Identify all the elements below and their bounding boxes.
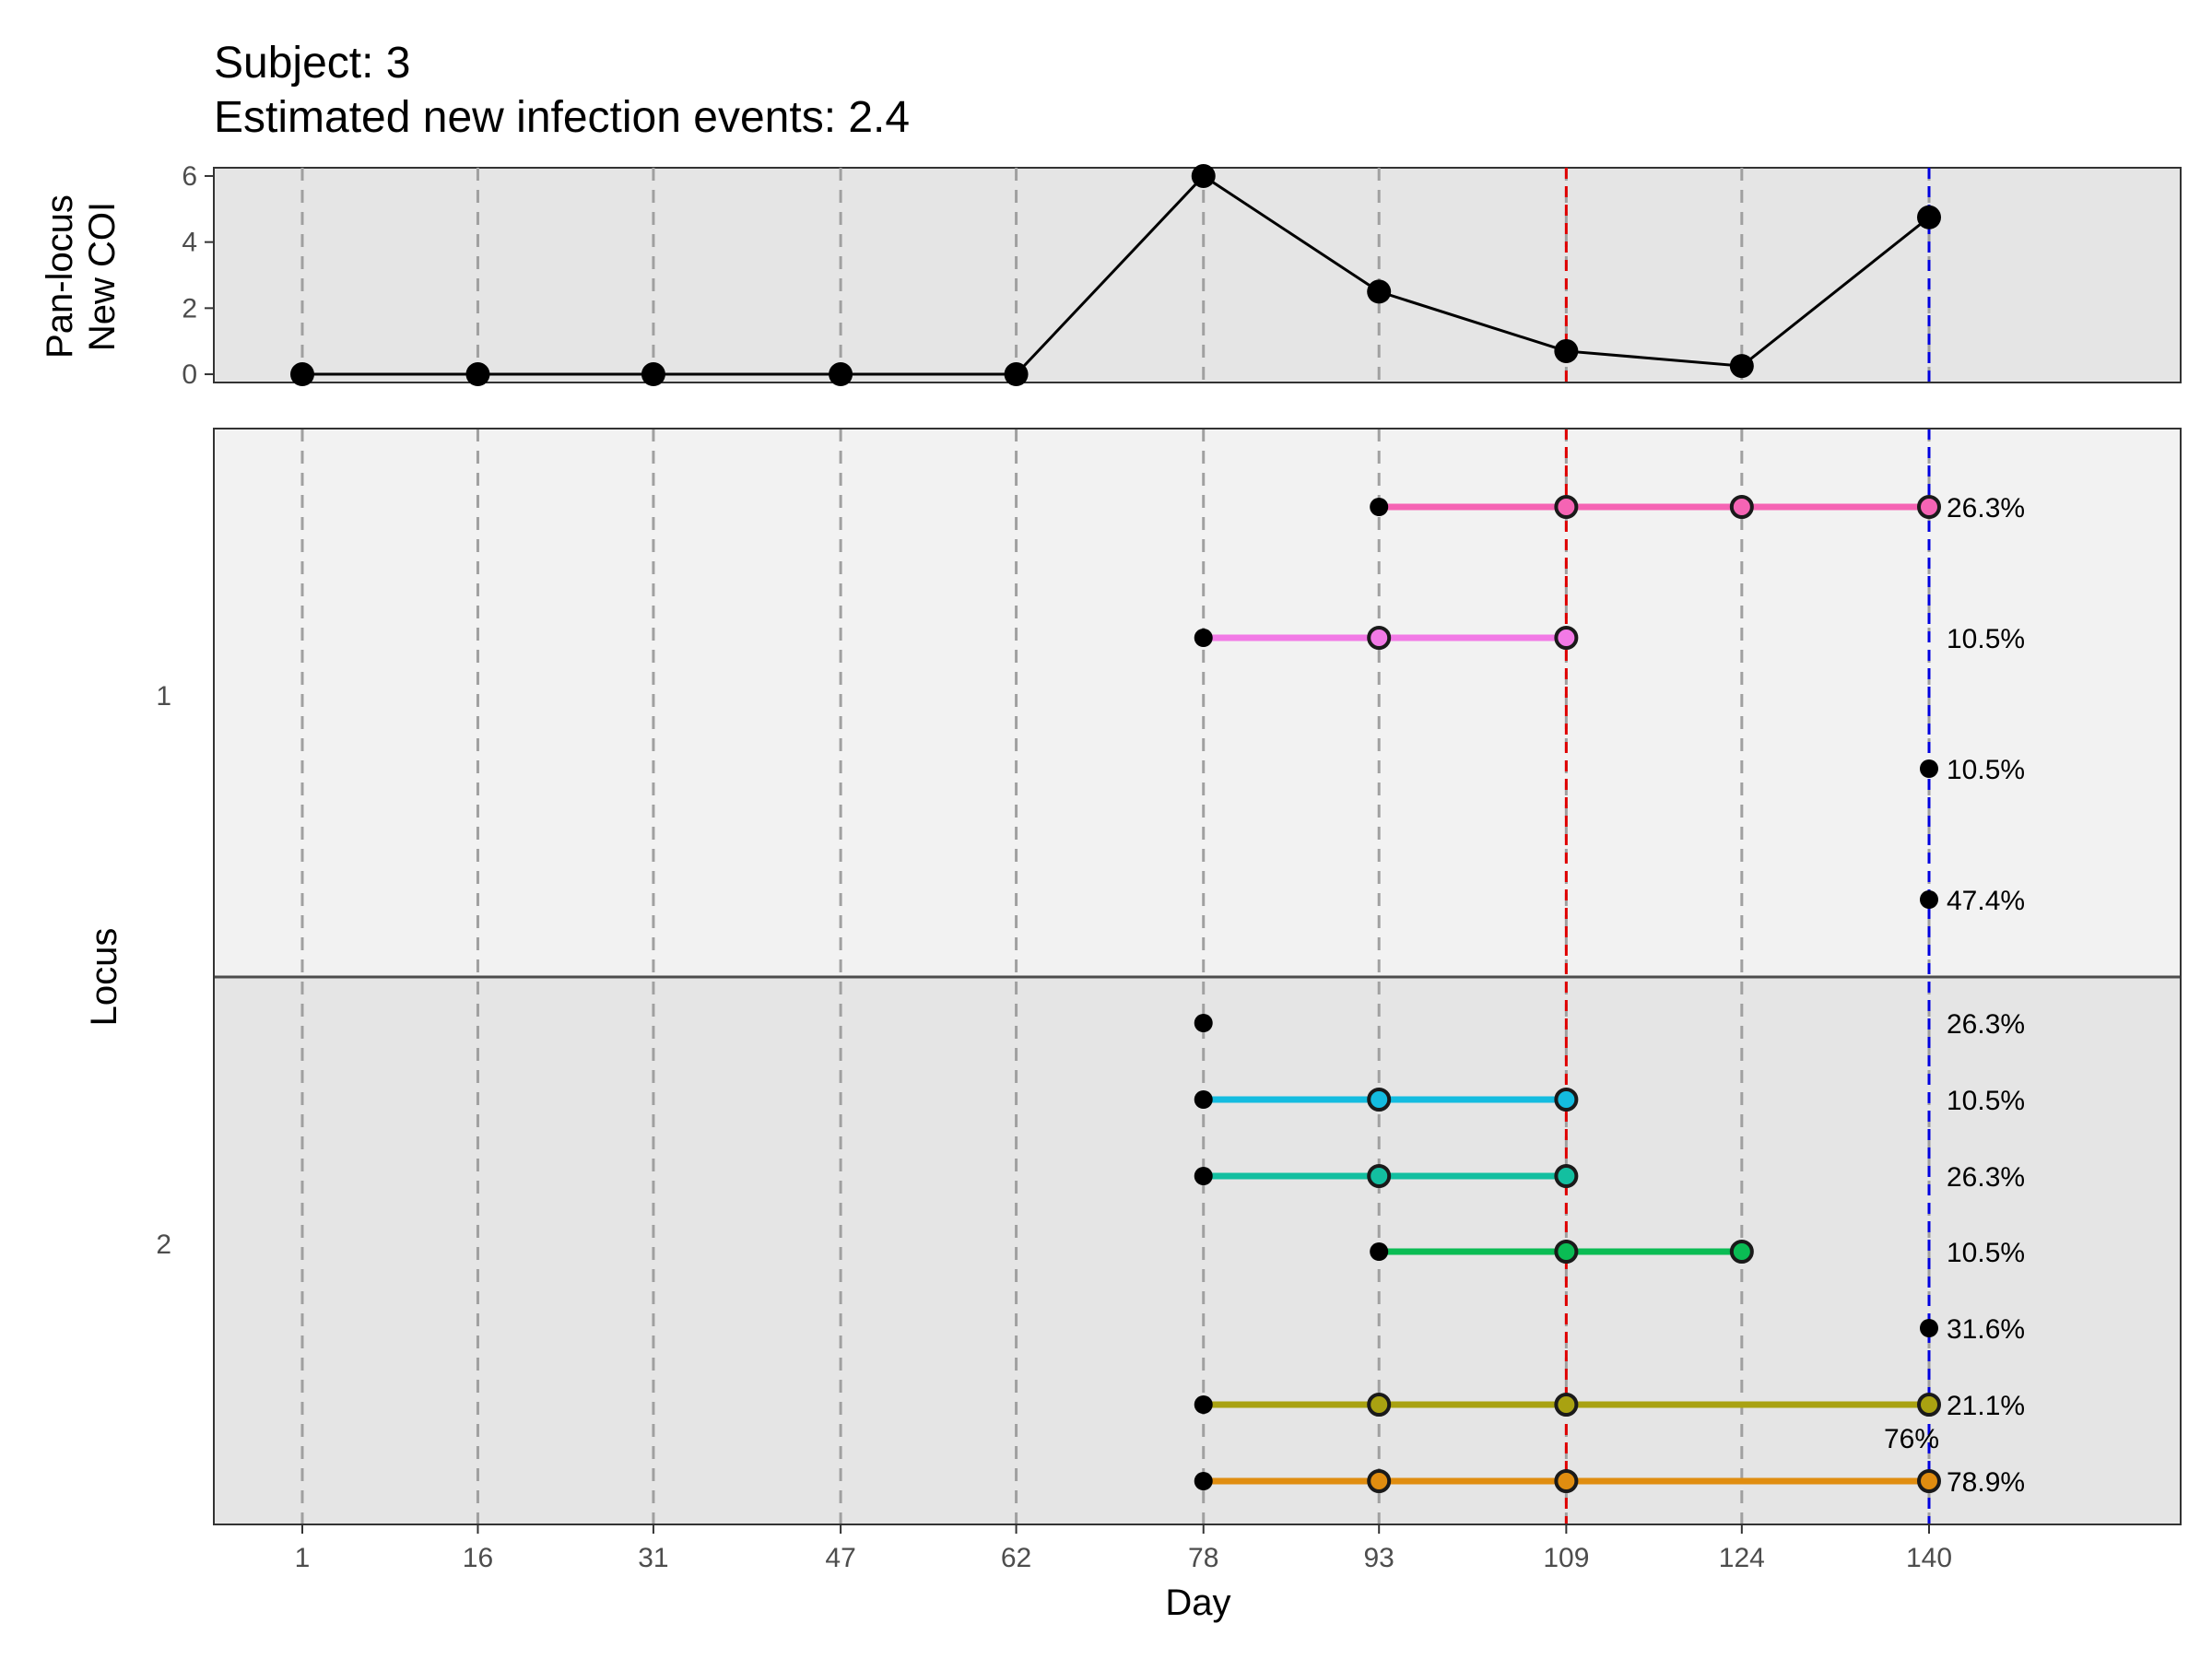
haplotype-percent-label: 47.4%	[1947, 886, 2025, 916]
haplotype-start-point	[1194, 1395, 1213, 1414]
extra-percent-label: 76%	[1884, 1424, 1939, 1454]
haplotype-point	[1554, 1240, 1579, 1264]
x-tick-label: 109	[1543, 1543, 1589, 1573]
top-y-tick-label: 0	[182, 359, 197, 390]
haplotype-percent-label: 10.5%	[1947, 1238, 2025, 1268]
haplotype-start-point	[1194, 1167, 1213, 1185]
haplotype-point	[1917, 1393, 1941, 1417]
top-y-tick-label: 2	[182, 293, 197, 324]
haplotype-percent-label: 10.5%	[1947, 1086, 2025, 1116]
haplotype-point	[1554, 1469, 1579, 1493]
new-coi-point	[465, 362, 490, 387]
haplotype-point	[1554, 495, 1579, 519]
top-panel	[290, 163, 1941, 387]
x-tick-label: 1	[295, 1543, 311, 1573]
x-tick-label: 31	[638, 1543, 668, 1573]
haplotype-percent-label: 10.5%	[1947, 624, 2025, 654]
new-coi-point	[1191, 163, 1216, 188]
new-coi-point	[290, 362, 314, 387]
haplotype-percent-label: 10.5%	[1947, 755, 2025, 785]
new-coi-point	[1917, 205, 1941, 229]
x-tick-label: 124	[1719, 1543, 1765, 1573]
new-coi-point	[829, 362, 853, 387]
haplotype-percent-label: 21.1%	[1947, 1391, 2025, 1421]
bottom-panel: 26.3% 10.5% 10.5% 47.4% 26.3% 10.5% 26.3% 10.5%…	[300, 429, 2025, 1524]
locus-1-background	[214, 429, 2181, 977]
new-coi-point	[1004, 362, 1029, 387]
x-tick-label: 62	[1001, 1543, 1031, 1573]
haplotype-start-point	[1920, 890, 1938, 909]
x-tick-label: 16	[463, 1543, 493, 1573]
haplotype-point	[1554, 626, 1579, 650]
top-y-axis-title-line2: New COI	[82, 202, 123, 351]
haplotype-start-point	[1194, 1090, 1213, 1109]
haplotype-point	[1367, 1469, 1392, 1493]
haplotype-point	[1729, 1240, 1754, 1264]
chart-subtitle: Estimated new infection events: 2.4	[214, 93, 910, 142]
haplotype-start-point	[1920, 759, 1938, 778]
new-coi-point	[641, 362, 665, 387]
top-y-tick-label: 4	[182, 228, 197, 258]
chart-title: Subject: 3	[214, 39, 410, 88]
haplotype-start-point	[1370, 1242, 1389, 1261]
bottom-panel-border	[213, 428, 2182, 1525]
haplotype-percent-label: 26.3%	[1947, 1162, 2025, 1193]
haplotype-point	[1367, 1393, 1392, 1417]
x-tick-label: 140	[1906, 1543, 1952, 1573]
locus-label: 1	[156, 681, 171, 712]
haplotype-point	[1367, 1164, 1392, 1188]
haplotype-start-point	[1194, 1014, 1213, 1032]
haplotype-point	[1917, 1469, 1941, 1493]
new-coi-point	[1554, 338, 1579, 363]
haplotype-point	[1917, 495, 1941, 519]
haplotype-percent-label: 31.6%	[1947, 1314, 2025, 1345]
haplotype-start-point	[1920, 1319, 1938, 1337]
locus-label: 2	[156, 1230, 171, 1260]
top-y-tick-label: 6	[182, 161, 197, 192]
x-tick-label: 93	[1364, 1543, 1394, 1573]
x-tick-label: 78	[1188, 1543, 1218, 1573]
x-tick-label: 47	[825, 1543, 855, 1573]
bottom-y-axis-title: Locus	[84, 928, 124, 1027]
haplotype-point	[1554, 1164, 1579, 1188]
haplotype-start-point	[1194, 1472, 1213, 1490]
new-coi-line	[302, 174, 1930, 376]
locus-2-background	[214, 977, 2181, 1524]
haplotype-start-point	[1194, 629, 1213, 647]
top-y-axis-title-line1: Pan-locus	[40, 194, 80, 359]
haplotype-point	[1367, 1088, 1392, 1112]
haplotype-percent-label: 26.3%	[1947, 493, 2025, 524]
haplotype-point	[1554, 1088, 1579, 1112]
new-coi-point	[1367, 279, 1392, 304]
x-axis-title: Day	[1165, 1583, 1230, 1623]
haplotype-point	[1554, 1393, 1579, 1417]
haplotype-percent-label: 78.9%	[1947, 1467, 2025, 1498]
haplotype-point	[1367, 626, 1392, 650]
top-panel-background	[213, 167, 2182, 383]
haplotype-point	[1729, 495, 1754, 519]
new-coi-point	[1729, 354, 1754, 379]
haplotype-percent-label: 26.3%	[1947, 1009, 2025, 1040]
haplotype-start-point	[1370, 498, 1389, 516]
